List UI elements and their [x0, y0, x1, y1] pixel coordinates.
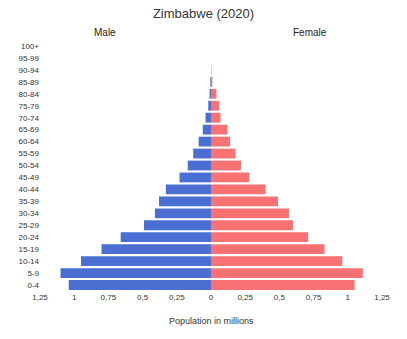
svg-text:70-74: 70-74	[19, 113, 40, 122]
svg-text:95-99: 95-99	[19, 54, 40, 63]
svg-text:20-24: 20-24	[19, 233, 40, 242]
svg-text:45-49: 45-49	[19, 173, 40, 182]
svg-text:15-19: 15-19	[19, 245, 40, 254]
svg-text:0: 0	[209, 293, 214, 302]
svg-text:10-14: 10-14	[19, 257, 40, 266]
svg-text:1,25: 1,25	[374, 293, 390, 302]
svg-text:25-29: 25-29	[19, 221, 40, 230]
svg-text:Zimbabwe (2020): Zimbabwe (2020)	[153, 6, 254, 21]
svg-text:0-4: 0-4	[27, 281, 39, 290]
svg-text:60-64: 60-64	[19, 137, 40, 146]
svg-text:85-89: 85-89	[19, 78, 40, 87]
svg-text:1,25: 1,25	[32, 293, 48, 302]
svg-text:0,25: 0,25	[169, 293, 185, 302]
svg-text:30-34: 30-34	[19, 209, 40, 218]
svg-text:0,25: 0,25	[237, 293, 253, 302]
svg-text:100+: 100+	[21, 42, 39, 51]
svg-text:Population in millions: Population in millions	[169, 316, 254, 326]
svg-text:Female: Female	[293, 27, 327, 38]
svg-text:0,5: 0,5	[137, 293, 149, 302]
svg-text:5-9: 5-9	[27, 269, 39, 278]
svg-text:65-69: 65-69	[19, 125, 40, 134]
svg-text:0,5: 0,5	[274, 293, 286, 302]
svg-text:40-44: 40-44	[19, 185, 40, 194]
svg-text:90-94: 90-94	[19, 66, 40, 75]
svg-text:75-79: 75-79	[19, 102, 40, 111]
svg-text:0,75: 0,75	[306, 293, 322, 302]
svg-text:1: 1	[72, 293, 77, 302]
svg-text:35-39: 35-39	[19, 197, 40, 206]
svg-text:Male: Male	[94, 27, 116, 38]
svg-text:0,75: 0,75	[101, 293, 117, 302]
svg-text:55-59: 55-59	[19, 149, 40, 158]
svg-text:1: 1	[346, 293, 351, 302]
svg-text:50-54: 50-54	[19, 161, 40, 170]
svg-text:80-84: 80-84	[19, 90, 40, 99]
